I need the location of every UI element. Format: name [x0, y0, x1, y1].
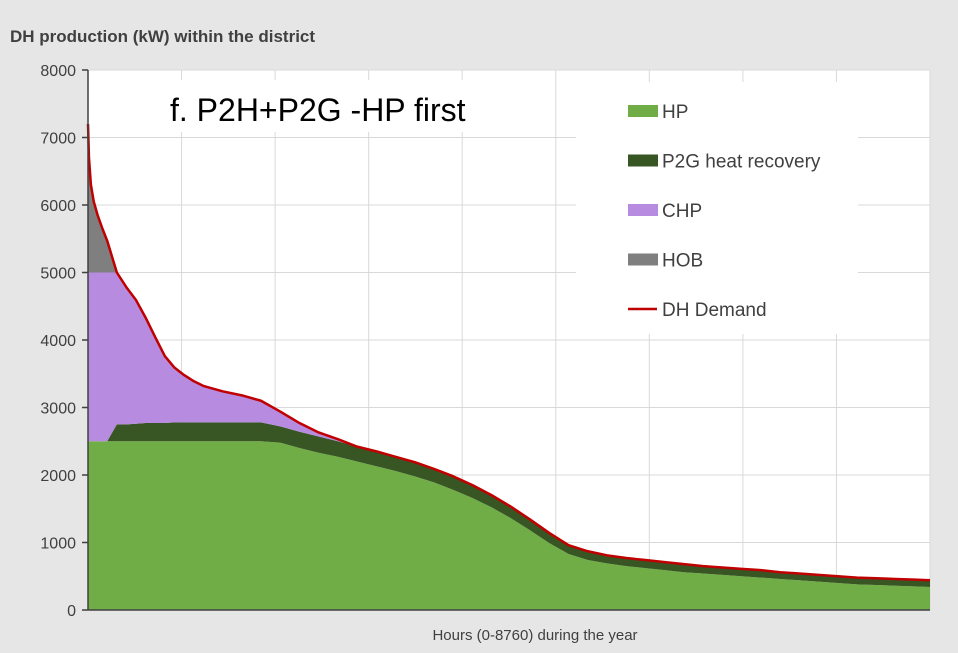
- y-tick-label: 5000: [40, 266, 76, 283]
- legend-label: HOB: [662, 251, 703, 272]
- y-tick-label: 3000: [40, 401, 76, 418]
- x-axis-label: Hours (0-8760) during the year: [432, 627, 637, 644]
- legend-swatch: [628, 204, 658, 216]
- legend-label: DH Demand: [662, 300, 767, 321]
- y-tick-label: 6000: [40, 198, 76, 215]
- chart-subtitle: f. P2H+P2G -HP first: [170, 92, 466, 128]
- y-tick-labels: 0 1000 2000 3000 4000 5000 6000 7000 8000: [40, 63, 76, 620]
- y-tick-label: 4000: [40, 333, 76, 350]
- area-hp: [88, 441, 930, 610]
- legend-label: P2G heat recovery: [662, 152, 821, 173]
- stacked-areas: [88, 124, 930, 610]
- demand-line-group: [86, 123, 931, 582]
- axes: [82, 69, 930, 611]
- legend: HP P2G heat recovery CHP HOB DH Demand: [628, 102, 821, 321]
- y-tick-label: 7000: [40, 131, 76, 148]
- y-tick-label: 1000: [40, 536, 76, 553]
- y-tick-label: 2000: [40, 468, 76, 485]
- legend-swatch: [628, 154, 658, 167]
- legend-box: [576, 82, 858, 334]
- legend-swatch: [628, 105, 658, 117]
- legend-label: CHP: [662, 201, 702, 222]
- line-dh-demand: [86, 123, 931, 582]
- chart-title: DH production (kW) within the district: [10, 27, 315, 46]
- subtitle-box: [132, 80, 549, 132]
- y-tick-label: 8000: [40, 63, 76, 80]
- legend-swatch: [628, 253, 658, 266]
- area-p2g-heat-recovery: [88, 422, 930, 588]
- legend-label: HP: [662, 102, 688, 123]
- y-tick-label: 0: [67, 603, 76, 620]
